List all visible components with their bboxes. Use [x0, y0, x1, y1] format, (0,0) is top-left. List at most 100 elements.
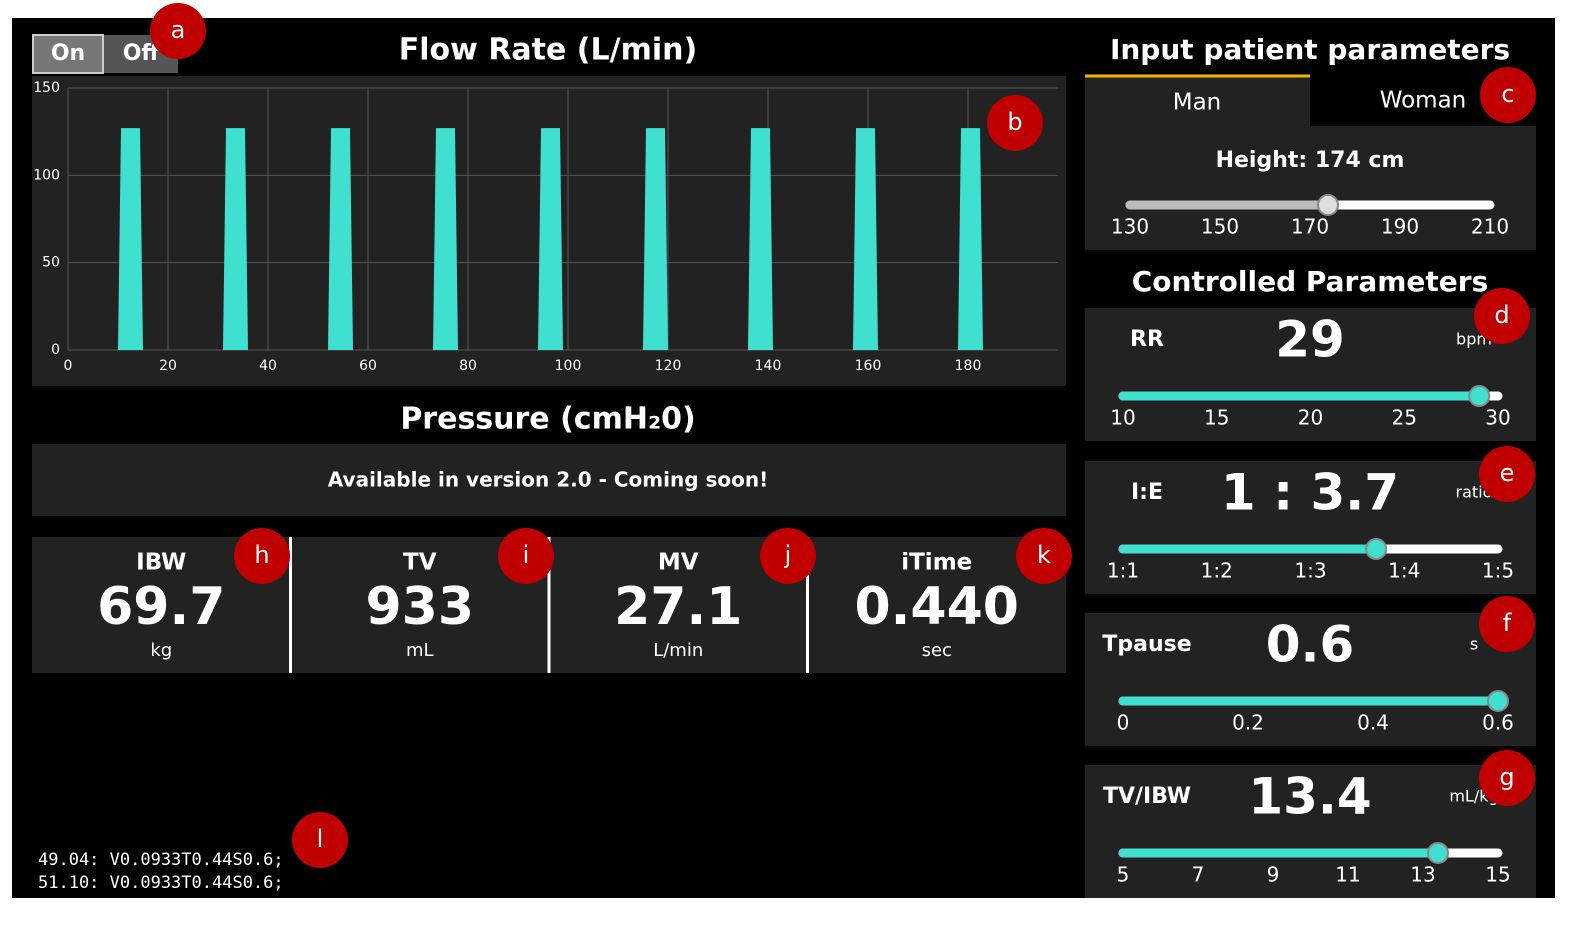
controls-title: Controlled Parameters [1132, 265, 1489, 298]
control-display: 13.4 [1248, 768, 1371, 826]
control-panel [1085, 461, 1536, 594]
patient-title: Input patient parameters [1110, 33, 1510, 66]
slider-tick-label: 1:5 [1482, 559, 1514, 583]
x-tick-label: 100 [555, 358, 582, 374]
metric-label: IBW [136, 550, 186, 576]
control-panel [1085, 613, 1536, 746]
pressure-message: Available in version 2.0 - Coming soon! [328, 468, 768, 492]
slider-tick-label: 11 [1335, 863, 1360, 887]
x-tick-label: 60 [359, 358, 377, 374]
y-tick-label: 0 [51, 342, 60, 358]
control-panel [1085, 765, 1536, 898]
control-display: 1 : 3.7 [1221, 464, 1399, 522]
x-tick-label: 0 [64, 358, 73, 374]
y-tick-label: 150 [33, 80, 60, 96]
metric-value: 933 [365, 577, 474, 637]
annotation-marker [987, 95, 1043, 151]
slider-tick-label: 9 [1267, 863, 1280, 887]
annotation-letter: l [317, 825, 324, 853]
control-unit: s [1470, 635, 1478, 654]
annotation-marker [1474, 288, 1530, 344]
slider-tick-label: 0.2 [1232, 711, 1264, 735]
metric-value: 69.7 [97, 577, 225, 637]
slider-tick-label: 1:1 [1107, 559, 1139, 583]
annotation-marker [1479, 596, 1535, 652]
annotation-marker [1480, 67, 1536, 123]
slider-tick-label: 170 [1291, 215, 1329, 239]
chart-title: Flow Rate (L/min) [399, 33, 697, 68]
metric-unit: L/min [653, 640, 703, 661]
metric-label: TV [403, 550, 437, 576]
slider-tick-label: 0 [1117, 711, 1130, 735]
pressure-panel [32, 444, 1066, 516]
control-name: RR [1130, 327, 1164, 352]
slider-knob[interactable] [1365, 538, 1388, 560]
slider-tick-label: 190 [1381, 215, 1419, 239]
x-tick-label: 140 [755, 358, 782, 374]
metric-unit: kg [150, 640, 172, 661]
control-panel [1085, 308, 1536, 441]
flow-area [118, 128, 983, 350]
annotation-letter: h [254, 541, 269, 569]
control-name: Tpause [1102, 632, 1191, 657]
annotation-letter: b [1007, 108, 1022, 136]
slider-knob[interactable] [1468, 385, 1491, 407]
toggle-on-label: On [51, 41, 85, 66]
toggle-on[interactable] [32, 34, 104, 74]
annotation-letter: i [523, 541, 530, 569]
annotation-letter: c [1501, 80, 1514, 108]
annotation-letter: d [1494, 301, 1509, 329]
slider-tick-label: 13 [1410, 863, 1435, 887]
pressure-title: Pressure (cmH₂0) [400, 402, 695, 437]
tab-label: Woman [1380, 88, 1467, 114]
slider-tick-label: 15 [1485, 863, 1510, 887]
slider-tick-label: 130 [1111, 215, 1149, 239]
x-tick-label: 80 [459, 358, 477, 374]
slider-tick-label: 5 [1117, 863, 1130, 887]
slider-tick-label: 20 [1298, 406, 1323, 430]
height-label: Height: 174 cm [1216, 148, 1405, 173]
x-tick-label: 180 [955, 358, 982, 374]
log-line: 49.04: V0.0933T0.44S0.6; [38, 850, 284, 870]
slider-tick-label: 210 [1471, 215, 1509, 239]
height-panel [1085, 126, 1536, 250]
slider-knob[interactable] [1487, 690, 1509, 712]
tab-label: Man [1173, 90, 1222, 116]
x-tick-label: 40 [259, 358, 277, 374]
annotation-marker [1016, 528, 1072, 584]
slider-tick-label: 30 [1485, 406, 1510, 430]
annotation-marker [498, 528, 554, 584]
annotation-letter: k [1037, 541, 1051, 569]
slider-tick-label: 150 [1201, 215, 1239, 239]
slider-knob[interactable] [1427, 842, 1449, 864]
log-line: 51.10: V0.0933T0.44S0.6; [38, 873, 284, 893]
annotation-letter: a [171, 16, 186, 44]
metric-value: 27.1 [614, 577, 742, 637]
annotation-marker [1479, 750, 1535, 806]
annotation-letter: f [1503, 609, 1512, 637]
control-name: I:E [1131, 480, 1163, 505]
slider-tick-label: 25 [1392, 406, 1417, 430]
metric-label: MV [658, 550, 699, 576]
slider-tick-label: 1:2 [1201, 559, 1233, 583]
y-tick-label: 50 [42, 255, 60, 271]
tab-man[interactable] [1085, 76, 1310, 127]
annotation-letter: e [1500, 459, 1515, 487]
slider-tick-label: 7 [1192, 863, 1205, 887]
metric-unit: sec [922, 640, 952, 661]
control-name: TV/IBW [1103, 784, 1191, 809]
metric-unit: mL [406, 640, 434, 661]
x-tick-label: 160 [855, 358, 882, 374]
annotation-marker [234, 528, 290, 584]
slider-tick-label: 1:3 [1294, 559, 1326, 583]
slider-knob[interactable] [1317, 194, 1339, 216]
slider-tick-label: 15 [1204, 406, 1229, 430]
y-tick-label: 100 [33, 167, 60, 183]
annotation-marker [760, 528, 816, 584]
slider-tick-label: 0.4 [1357, 711, 1389, 735]
slider-tick-label: 1:4 [1388, 559, 1420, 583]
metric-label: iTime [901, 550, 972, 576]
slider-tick-label: 10 [1110, 406, 1135, 430]
annotation-marker [150, 3, 206, 59]
